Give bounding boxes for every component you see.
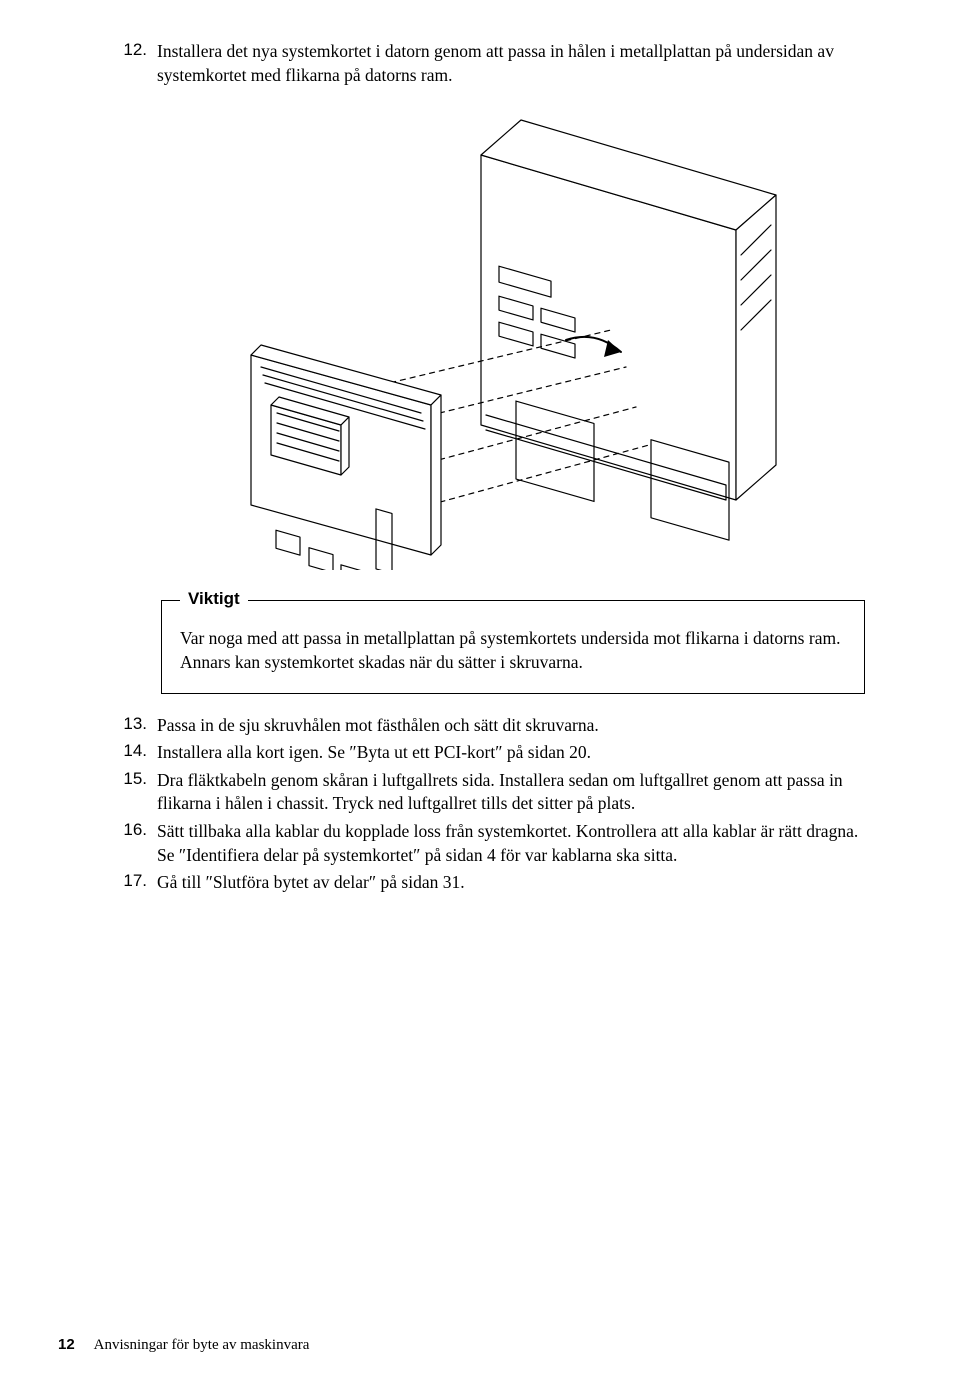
installation-figure	[181, 105, 801, 570]
step-16: 16. Sätt tillbaka alla kablar du kopplad…	[121, 820, 865, 867]
step-text: Sätt tillbaka alla kablar du kopplade lo…	[153, 820, 865, 867]
callout-title: Viktigt	[180, 589, 248, 609]
step-number: 16.	[121, 820, 153, 867]
page-number: 12	[58, 1336, 75, 1353]
footer-title: Anvisningar för byte av maskinvara	[94, 1337, 310, 1353]
callout-body: Var noga med att passa in metallplattan …	[180, 627, 846, 674]
important-callout: Viktigt Var noga med att passa in metall…	[161, 600, 865, 693]
step-number: 15.	[121, 769, 153, 816]
step-number: 12.	[121, 40, 153, 87]
step-text: Dra fläktkabeln genom skåran i luftgallr…	[153, 769, 865, 816]
step-number: 17.	[121, 871, 153, 895]
step-17: 17. Gå till ″Slutföra bytet av delar″ på…	[121, 871, 865, 895]
step-text: Installera alla kort igen. Se ″Byta ut e…	[153, 741, 591, 765]
page-footer: 12 Anvisningar för byte av maskinvara	[58, 1336, 309, 1354]
step-text: Installera det nya systemkortet i datorn…	[153, 40, 865, 87]
step-number: 13.	[121, 714, 153, 738]
step-14: 14. Installera alla kort igen. Se ″Byta …	[121, 741, 865, 765]
step-15: 15. Dra fläktkabeln genom skåran i luftg…	[121, 769, 865, 816]
step-12: 12. Installera det nya systemkortet i da…	[121, 40, 865, 87]
step-number: 14.	[121, 741, 153, 765]
step-13: 13. Passa in de sju skruvhålen mot fästh…	[121, 714, 865, 738]
step-text: Passa in de sju skruvhålen mot fästhålen…	[153, 714, 599, 738]
motherboard-insert-diagram	[181, 105, 801, 570]
step-text: Gå till ″Slutföra bytet av delar″ på sid…	[153, 871, 465, 895]
